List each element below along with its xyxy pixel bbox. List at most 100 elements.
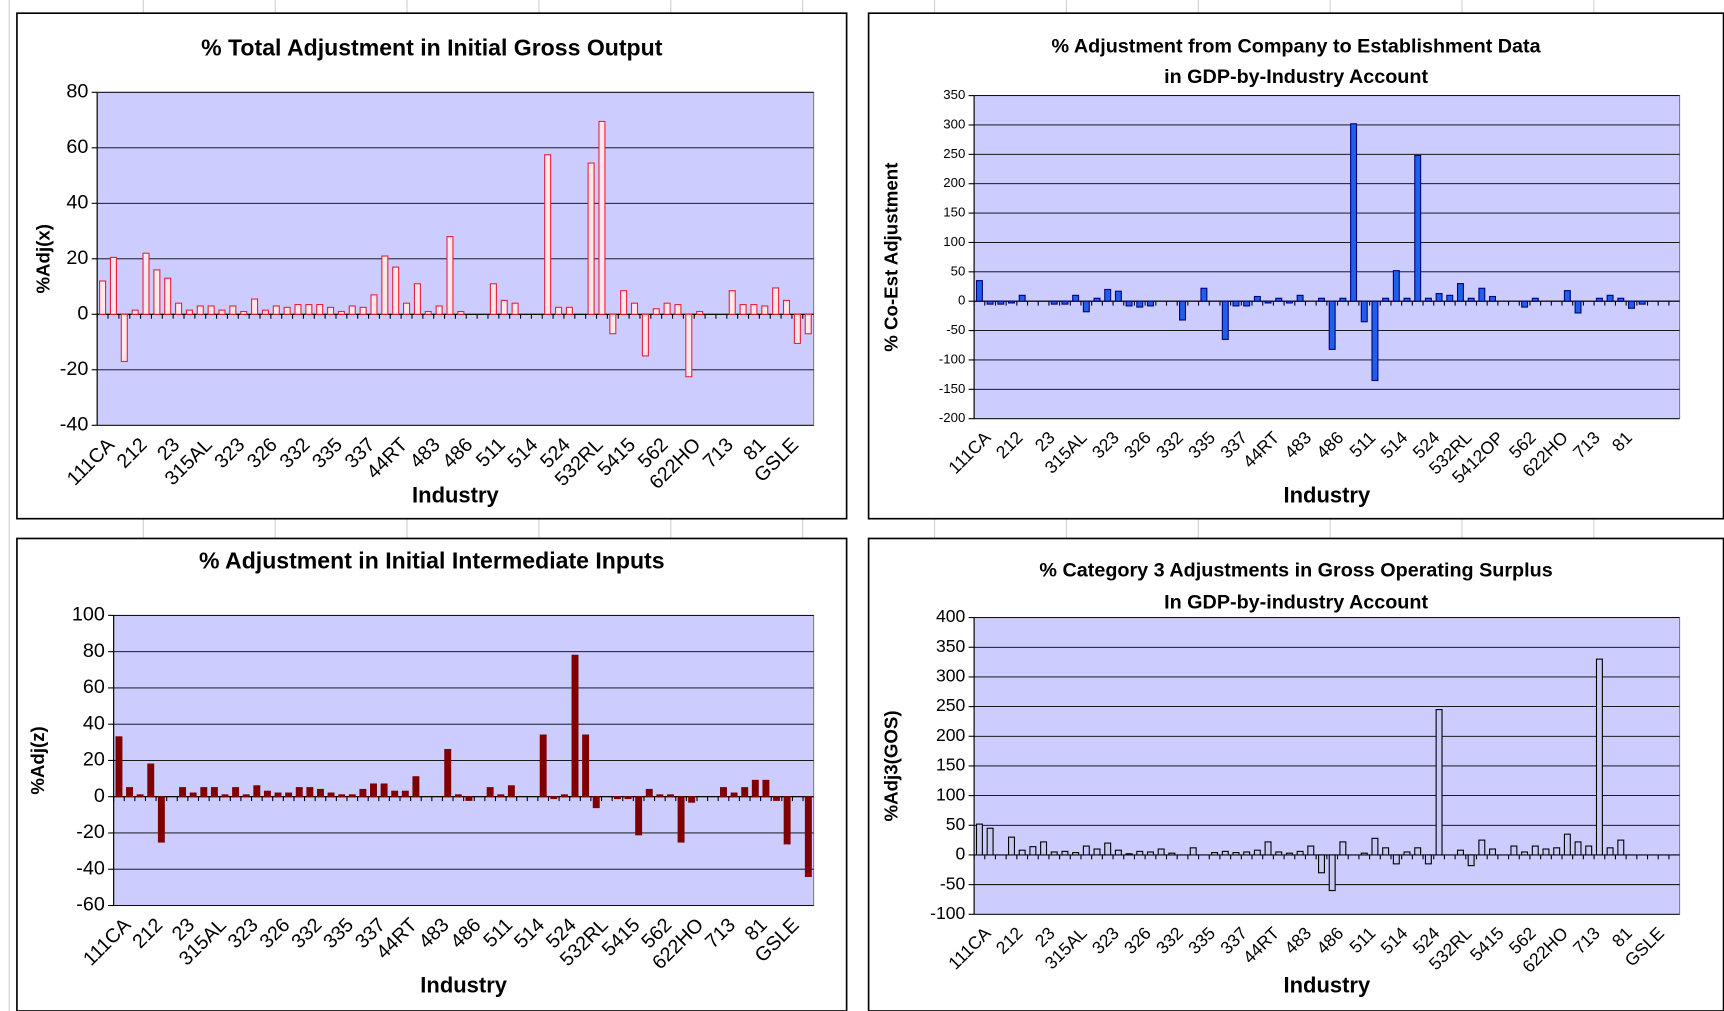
y-tick-label: 60 (83, 676, 105, 698)
bar (1617, 839, 1625, 856)
bar (1243, 851, 1251, 856)
bar (1574, 841, 1582, 856)
bar (804, 796, 812, 878)
bar (412, 776, 420, 798)
bar (210, 787, 218, 798)
bar (1114, 290, 1122, 302)
bar (674, 304, 682, 315)
y-tick-label: 300 (943, 116, 965, 131)
bar (253, 785, 261, 798)
bar (489, 283, 497, 315)
bar (720, 787, 727, 798)
bar (1350, 123, 1358, 302)
bar (1018, 849, 1026, 856)
bar (1339, 841, 1347, 856)
bar (1595, 658, 1603, 856)
y-tick-label: 300 (936, 666, 966, 686)
bar (1050, 851, 1058, 856)
bar (413, 283, 421, 315)
bar (539, 734, 547, 798)
bar (403, 302, 411, 315)
y-tick-label: 100 (943, 234, 965, 249)
bar (975, 280, 983, 302)
bar (221, 794, 229, 798)
x-axis-title: Industry (1284, 973, 1371, 998)
y-axis-title: % Co-Est Adjustment (881, 163, 902, 352)
y-tick-label: -20 (60, 358, 89, 380)
bar (1018, 294, 1026, 302)
bar (189, 792, 197, 798)
bar (1414, 154, 1422, 302)
bar (1531, 297, 1539, 302)
bar (1157, 848, 1165, 856)
bar (1093, 848, 1101, 856)
bar (511, 302, 519, 315)
bar (1339, 297, 1347, 302)
bar (1040, 841, 1048, 856)
bar (370, 783, 377, 798)
bar (1435, 709, 1443, 856)
bar (1574, 300, 1582, 314)
bar (348, 305, 356, 315)
bar (1008, 300, 1015, 304)
bar (554, 306, 563, 315)
bar (424, 310, 432, 315)
y-tick-label: 200 (936, 725, 966, 745)
bar (571, 654, 579, 798)
chart-panel: % Total Adjustment in Initial Gross Outp… (16, 12, 848, 520)
y-tick-label: 50 (951, 263, 966, 278)
bar (1563, 290, 1571, 302)
bar (783, 796, 791, 845)
chart-panel: % Category 3 Adjustments in Gross Operat… (867, 537, 1724, 1011)
bar (1136, 300, 1144, 308)
y-tick-label: 150 (936, 755, 966, 775)
bar (218, 309, 226, 315)
bar (750, 304, 758, 315)
bar (1328, 854, 1336, 892)
y-tick-label: -40 (76, 857, 105, 879)
bar (1221, 300, 1229, 340)
bar (1221, 850, 1229, 856)
bar (1360, 300, 1368, 323)
bar (126, 787, 134, 798)
x-axis-title: Industry (412, 483, 499, 508)
bar (391, 790, 399, 798)
y-tick-label: 20 (66, 247, 88, 269)
bar (592, 796, 600, 809)
bar (457, 310, 465, 315)
y-tick-label: -200 (939, 410, 965, 425)
bar (1082, 845, 1090, 856)
bar (560, 794, 568, 798)
bar (1627, 300, 1635, 309)
y-tick-label: 0 (958, 293, 965, 308)
bar (1318, 854, 1325, 874)
bar (240, 310, 248, 315)
bar (582, 734, 590, 798)
bar (164, 277, 172, 315)
bar (1211, 852, 1219, 856)
bar (486, 787, 494, 798)
chart-title: % Total Adjustment in Initial Gross Outp… (201, 35, 663, 61)
bar (444, 749, 452, 798)
bar (1146, 300, 1154, 307)
bar (688, 796, 696, 803)
bar (153, 269, 161, 315)
bar (435, 305, 443, 315)
bar (630, 302, 639, 315)
bar (782, 299, 791, 315)
bar (1232, 852, 1240, 856)
bar (565, 306, 573, 315)
y-tick-label: 350 (943, 87, 965, 102)
bar (1371, 837, 1379, 856)
bar (685, 313, 693, 378)
bar (1061, 300, 1069, 305)
bar (1403, 851, 1411, 856)
bar (1008, 836, 1015, 856)
bar (401, 790, 409, 798)
bar (295, 787, 303, 798)
bar (1328, 300, 1336, 350)
bar (274, 792, 282, 798)
bar (761, 305, 769, 315)
x-axis-title: Industry (1284, 483, 1371, 508)
bar (741, 787, 749, 798)
